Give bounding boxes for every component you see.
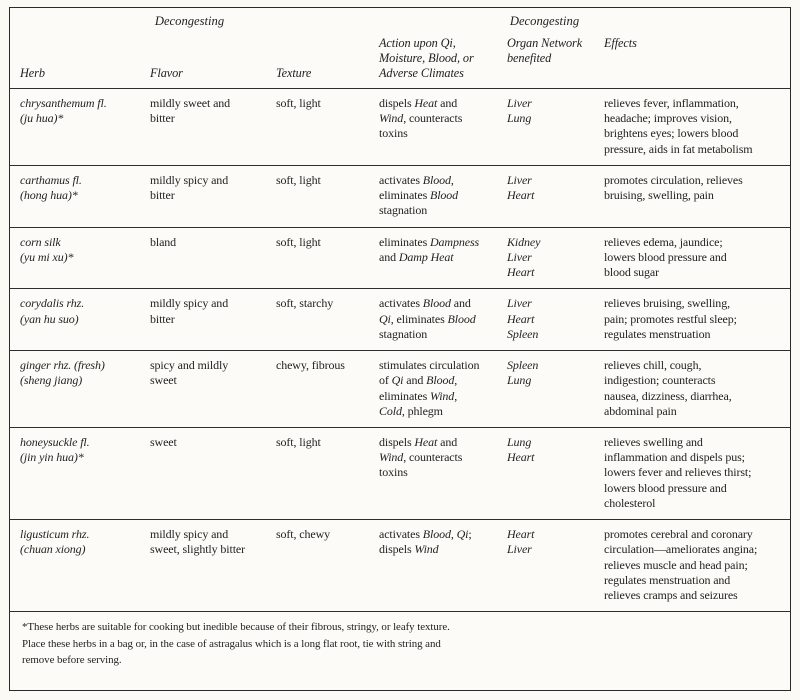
herb-cell: ligusticum rhz. (chuan xiong) <box>20 527 90 557</box>
texture-cell: chewy, fibrous <box>276 358 345 373</box>
group-header-row: Decongesting Decongesting <box>10 8 790 35</box>
flavor-cell: spicy and mildly sweet <box>150 358 229 388</box>
herbs-table: Decongesting Decongesting Herb Flavor Te… <box>9 7 791 691</box>
table-row: corn silk (yu mi xu)* bland soft, light elim… <box>10 228 790 290</box>
table-header: Decongesting Decongesting Herb Flavor Te… <box>10 8 790 89</box>
organ-network-cell: Spleen Lung <box>507 358 539 388</box>
table-row: ligusticum rhz. (chuan xiong) mildly spicy… <box>10 520 790 613</box>
herb-cell: corydalis rhz. (yan hu suo) <box>20 296 85 326</box>
table-row: carthamus fl. (hong hua)* mildly spicy and… <box>10 166 790 228</box>
herb-cell: chrysanthemum fl. (ju hua)* <box>20 96 107 126</box>
action-cell: eliminates Dampness and Damp Heat <box>379 234 480 264</box>
group-header-left: Decongesting <box>154 14 225 28</box>
column-header-organ-network: Organ Network benefited <box>507 36 583 65</box>
herb-cell: honeysuckle fl. (jin yin hua)* <box>20 434 90 465</box>
column-header-texture: Texture <box>276 66 312 80</box>
texture-cell: soft, light <box>276 234 321 249</box>
organ-network-cell: Liver Lung <box>507 96 532 126</box>
organ-network-cell: Liver Heart <box>507 172 535 203</box>
texture-cell: soft, light <box>276 172 321 187</box>
effects-cell: relieves swelling and inflammation and di… <box>604 434 752 510</box>
texture-cell: soft, starchy <box>276 296 334 311</box>
table-body: chrysanthemum fl. (ju hua)* mildly sweet a… <box>10 89 790 613</box>
table-row: ginger rhz. (fresh) (sheng jiang) spicy an… <box>10 351 790 428</box>
table-footnote: *These herbs are suitable for cooking bu… <box>22 621 450 667</box>
column-header-flavor: Flavor <box>150 66 183 80</box>
herb-cell: carthamus fl. (hong hua)* <box>20 172 82 203</box>
action-cell: dispels Heat and Wind, counteracts toxins <box>379 96 463 141</box>
table-row: chrysanthemum fl. (ju hua)* mildly sweet a… <box>10 89 790 166</box>
action-cell: activates Blood and Qi, eliminates Blood s… <box>379 296 476 341</box>
texture-cell: soft, light <box>276 434 321 449</box>
column-header-action: Action upon Qi, Moisture, Blood, or Adve… <box>379 36 474 80</box>
action-cell: dispels Heat and Wind, counteracts toxins <box>379 434 463 480</box>
group-header-right: Decongesting <box>509 14 580 28</box>
flavor-cell: mildly spicy and sweet, slightly bitter <box>150 527 246 557</box>
action-cell: activates Blood, Qi; dispels Wind <box>379 527 472 557</box>
flavor-cell: mildly sweet and bitter <box>150 96 231 126</box>
effects-cell: relieves edema, jaundice; lowers blood pr… <box>604 234 727 280</box>
effects-cell: relieves chill, cough, indigestion; count… <box>604 358 732 418</box>
effects-cell: promotes cerebral and coronary circulatio… <box>604 527 758 603</box>
effects-cell: relieves fever, inflammation, headache; i… <box>604 96 753 156</box>
action-cell: stimulates circulation of Qi and Blood, el… <box>379 358 480 418</box>
flavor-cell: mildly spicy and bitter <box>150 172 229 203</box>
texture-cell: soft, chewy <box>276 527 330 542</box>
action-cell: activates Blood, eliminates Blood stagnati… <box>379 172 459 218</box>
organ-network-cell: Liver Heart Spleen <box>507 296 539 341</box>
texture-cell: soft, light <box>276 96 321 110</box>
effects-cell: promotes circulation, relieves bruising, … <box>604 172 743 203</box>
herb-cell: ginger rhz. (fresh) (sheng jiang) <box>20 358 105 388</box>
organ-network-cell: Heart Liver <box>507 527 535 557</box>
table-row: corydalis rhz. (yan hu suo) mildly spicy a… <box>10 289 790 352</box>
column-header-herb: Herb <box>20 66 45 80</box>
organ-network-cell: Kidney Liver Heart <box>507 234 541 280</box>
organ-network-cell: Lung Heart <box>507 434 535 465</box>
effects-cell: relieves bruising, swelling, pain; promot… <box>604 296 737 341</box>
flavor-cell: sweet <box>150 434 177 449</box>
herb-cell: corn silk (yu mi xu)* <box>20 234 74 264</box>
column-header-effects: Effects <box>604 36 637 50</box>
table-row: honeysuckle fl. (jin yin hua)* sweet soft, … <box>10 428 790 521</box>
flavor-cell: bland <box>150 234 177 249</box>
column-header-row: Herb Flavor Texture Action upon Qi, Mois… <box>10 35 790 88</box>
flavor-cell: mildly spicy and bitter <box>150 296 229 326</box>
